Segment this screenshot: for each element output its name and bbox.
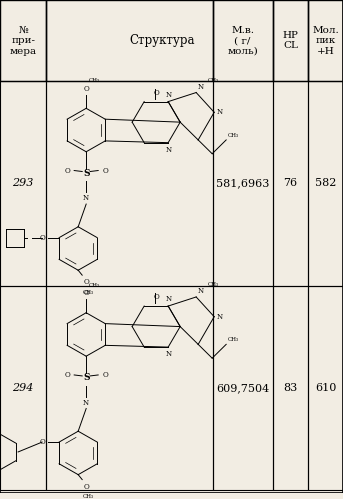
Text: O: O — [64, 167, 70, 175]
Text: 293: 293 — [12, 179, 34, 189]
Bar — [0, 81, 46, 286]
Text: O: O — [102, 371, 108, 379]
Text: CH₃: CH₃ — [89, 282, 100, 287]
Text: O: O — [39, 234, 45, 242]
Text: 294: 294 — [12, 383, 34, 393]
Text: O: O — [83, 278, 89, 286]
Bar — [213, 81, 273, 286]
Text: O: O — [39, 438, 45, 446]
Text: 582: 582 — [315, 179, 336, 189]
Text: N: N — [166, 350, 172, 358]
Text: 83: 83 — [283, 383, 297, 393]
Bar — [308, 81, 343, 286]
Text: 610: 610 — [315, 383, 336, 393]
Text: N: N — [198, 287, 204, 295]
Text: O: O — [83, 84, 89, 92]
Text: O: O — [153, 89, 159, 97]
Bar — [213, 286, 273, 490]
Text: CH₃: CH₃ — [83, 495, 94, 499]
Text: N: N — [217, 108, 223, 116]
Text: 609,7504: 609,7504 — [216, 383, 269, 393]
Text: N: N — [166, 91, 172, 99]
Text: Структура: Структура — [129, 34, 195, 47]
Text: N: N — [83, 194, 89, 202]
Bar — [273, 0, 308, 81]
Bar — [213, 0, 273, 81]
Text: Мол.
пик
+H: Мол. пик +H — [312, 26, 339, 55]
Text: HP
CL: HP CL — [282, 31, 298, 50]
Text: N: N — [83, 399, 89, 407]
Text: O: O — [83, 289, 89, 297]
Text: N: N — [217, 313, 223, 321]
Text: CH₃: CH₃ — [208, 78, 220, 83]
Text: N: N — [166, 146, 172, 154]
Bar — [308, 0, 343, 81]
Text: N: N — [198, 82, 204, 90]
Bar — [0, 286, 46, 490]
Text: O: O — [153, 293, 159, 301]
Bar — [308, 286, 343, 490]
Text: 76: 76 — [283, 179, 297, 189]
Text: CH₃: CH₃ — [208, 282, 220, 287]
Text: CH₃: CH₃ — [89, 78, 100, 83]
Bar — [46, 0, 213, 81]
Text: S: S — [83, 373, 90, 382]
Bar — [273, 286, 308, 490]
Text: CH₃: CH₃ — [83, 290, 94, 295]
Text: O: O — [102, 167, 108, 175]
Text: O: O — [83, 483, 89, 491]
Text: №
при-
мера: № при- мера — [10, 26, 37, 55]
Text: CH₃: CH₃ — [228, 337, 239, 342]
Bar — [273, 81, 308, 286]
Text: 581,6963: 581,6963 — [216, 179, 269, 189]
Bar — [46, 81, 213, 286]
Text: CH₃: CH₃ — [228, 133, 239, 138]
Text: O: O — [64, 371, 70, 379]
Bar — [0, 0, 46, 81]
Text: S: S — [83, 169, 90, 178]
Text: N: N — [166, 295, 172, 303]
Bar — [46, 286, 213, 490]
Text: М.в.
( г/
моль): М.в. ( г/ моль) — [227, 26, 258, 55]
